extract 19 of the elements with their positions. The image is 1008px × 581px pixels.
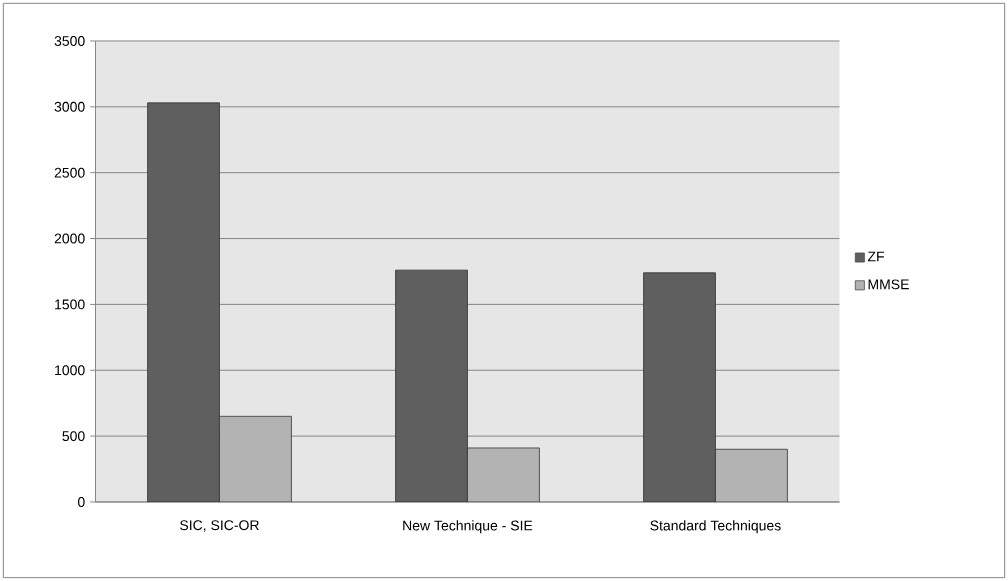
x-tick-label: SIC, SIC-OR [180, 520, 259, 532]
bar [643, 272, 716, 502]
bar [147, 102, 220, 502]
y-tick-label: 500 [62, 431, 85, 442]
x-tick-label: New Technique - SIE [403, 520, 533, 534]
y-tick-label: 3500 [54, 36, 85, 46]
y-tick-label: 1000 [55, 365, 85, 376]
bar [395, 269, 468, 502]
bar [219, 415, 292, 502]
y-tick-label: 2500 [54, 167, 85, 178]
legend-label: MMSE [868, 279, 909, 290]
bar [715, 448, 788, 502]
bar [467, 447, 540, 502]
legend-label: ZF [867, 251, 885, 262]
x-tick-label: Standard Techniques [650, 520, 781, 534]
y-tick-label: 2000 [54, 233, 85, 244]
y-tick-label: 3000 [54, 101, 85, 112]
y-tick-label: 1500 [55, 299, 85, 310]
y-tick-label: 0 [77, 497, 85, 507]
